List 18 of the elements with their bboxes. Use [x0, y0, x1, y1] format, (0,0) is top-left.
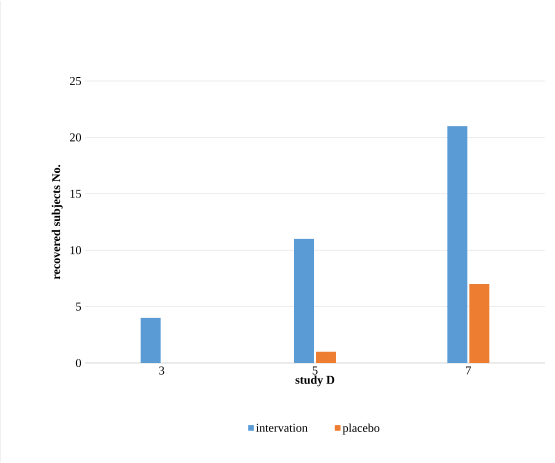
bar [140, 318, 161, 363]
x-axis-title: study D [296, 375, 334, 386]
y-tick-label: 15 [70, 190, 82, 198]
y-tick-label: 20 [70, 133, 82, 142]
bar [294, 238, 314, 363]
bar [469, 284, 490, 363]
y-tick-label: 5 [76, 302, 82, 311]
y-tick-label: 10 [70, 246, 82, 254]
y-axis-title: recovered subjects No. [52, 164, 63, 280]
y-tick-label: 25 [70, 76, 82, 86]
x-tick-label: 5 [312, 366, 318, 374]
x-tick-label: 7 [466, 366, 471, 374]
legend-label: placebo [342, 424, 380, 434]
y-tick-label: 0 [76, 358, 82, 368]
bar [447, 126, 468, 363]
x-tick-label: 3 [159, 366, 164, 375]
legend-label: intervation [256, 424, 308, 432]
bar [316, 352, 336, 363]
